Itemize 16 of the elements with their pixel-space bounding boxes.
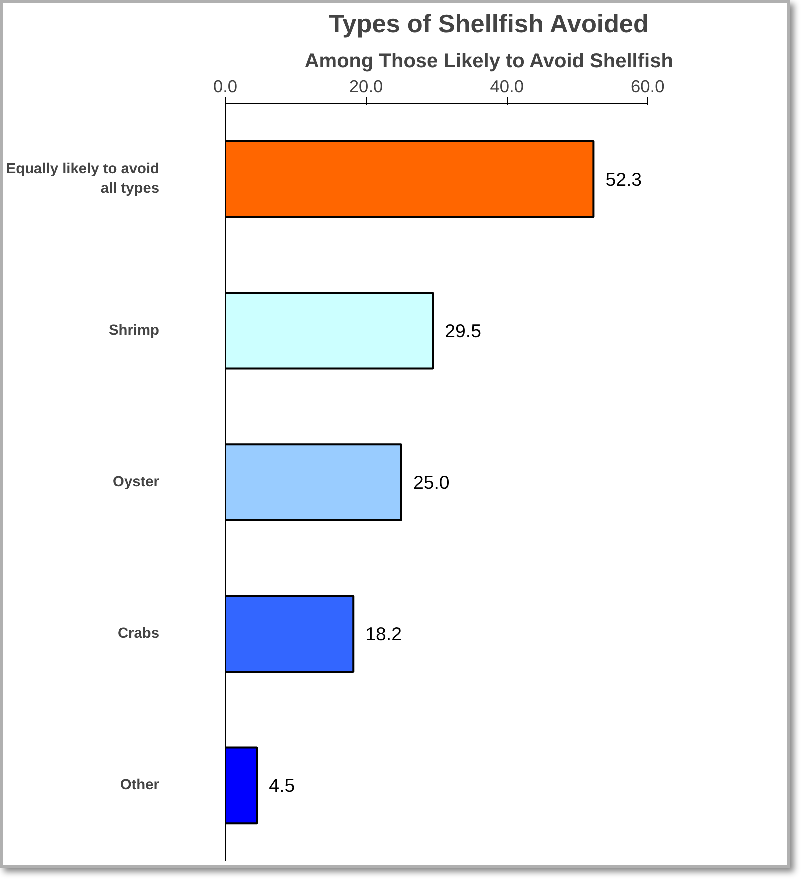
x-tick-label: 60.0	[631, 76, 665, 96]
y-tick-label: Oyster	[113, 474, 160, 490]
chart-title: Types of Shellfish Avoided	[329, 10, 650, 38]
data-label: 25.0	[414, 472, 450, 493]
data-label: 18.2	[366, 624, 402, 645]
y-tick-label: Crabs	[118, 626, 160, 642]
data-label: 29.5	[445, 320, 482, 342]
data-label: 52.3	[606, 168, 642, 190]
x-tick-label: 0.0	[213, 76, 238, 96]
y-tick-label: Shrimp	[109, 322, 160, 339]
y-tick-label: Equally likely to avoid all types	[6, 162, 160, 197]
x-tick-label: 20.0	[349, 76, 384, 96]
chart-subtitle: Among Those Likely to Avoid Shellfish	[304, 50, 674, 72]
y-tick-label: Other	[120, 778, 160, 794]
data-label: 4.5	[269, 775, 296, 796]
x-tick-label: 40.0	[490, 76, 524, 96]
